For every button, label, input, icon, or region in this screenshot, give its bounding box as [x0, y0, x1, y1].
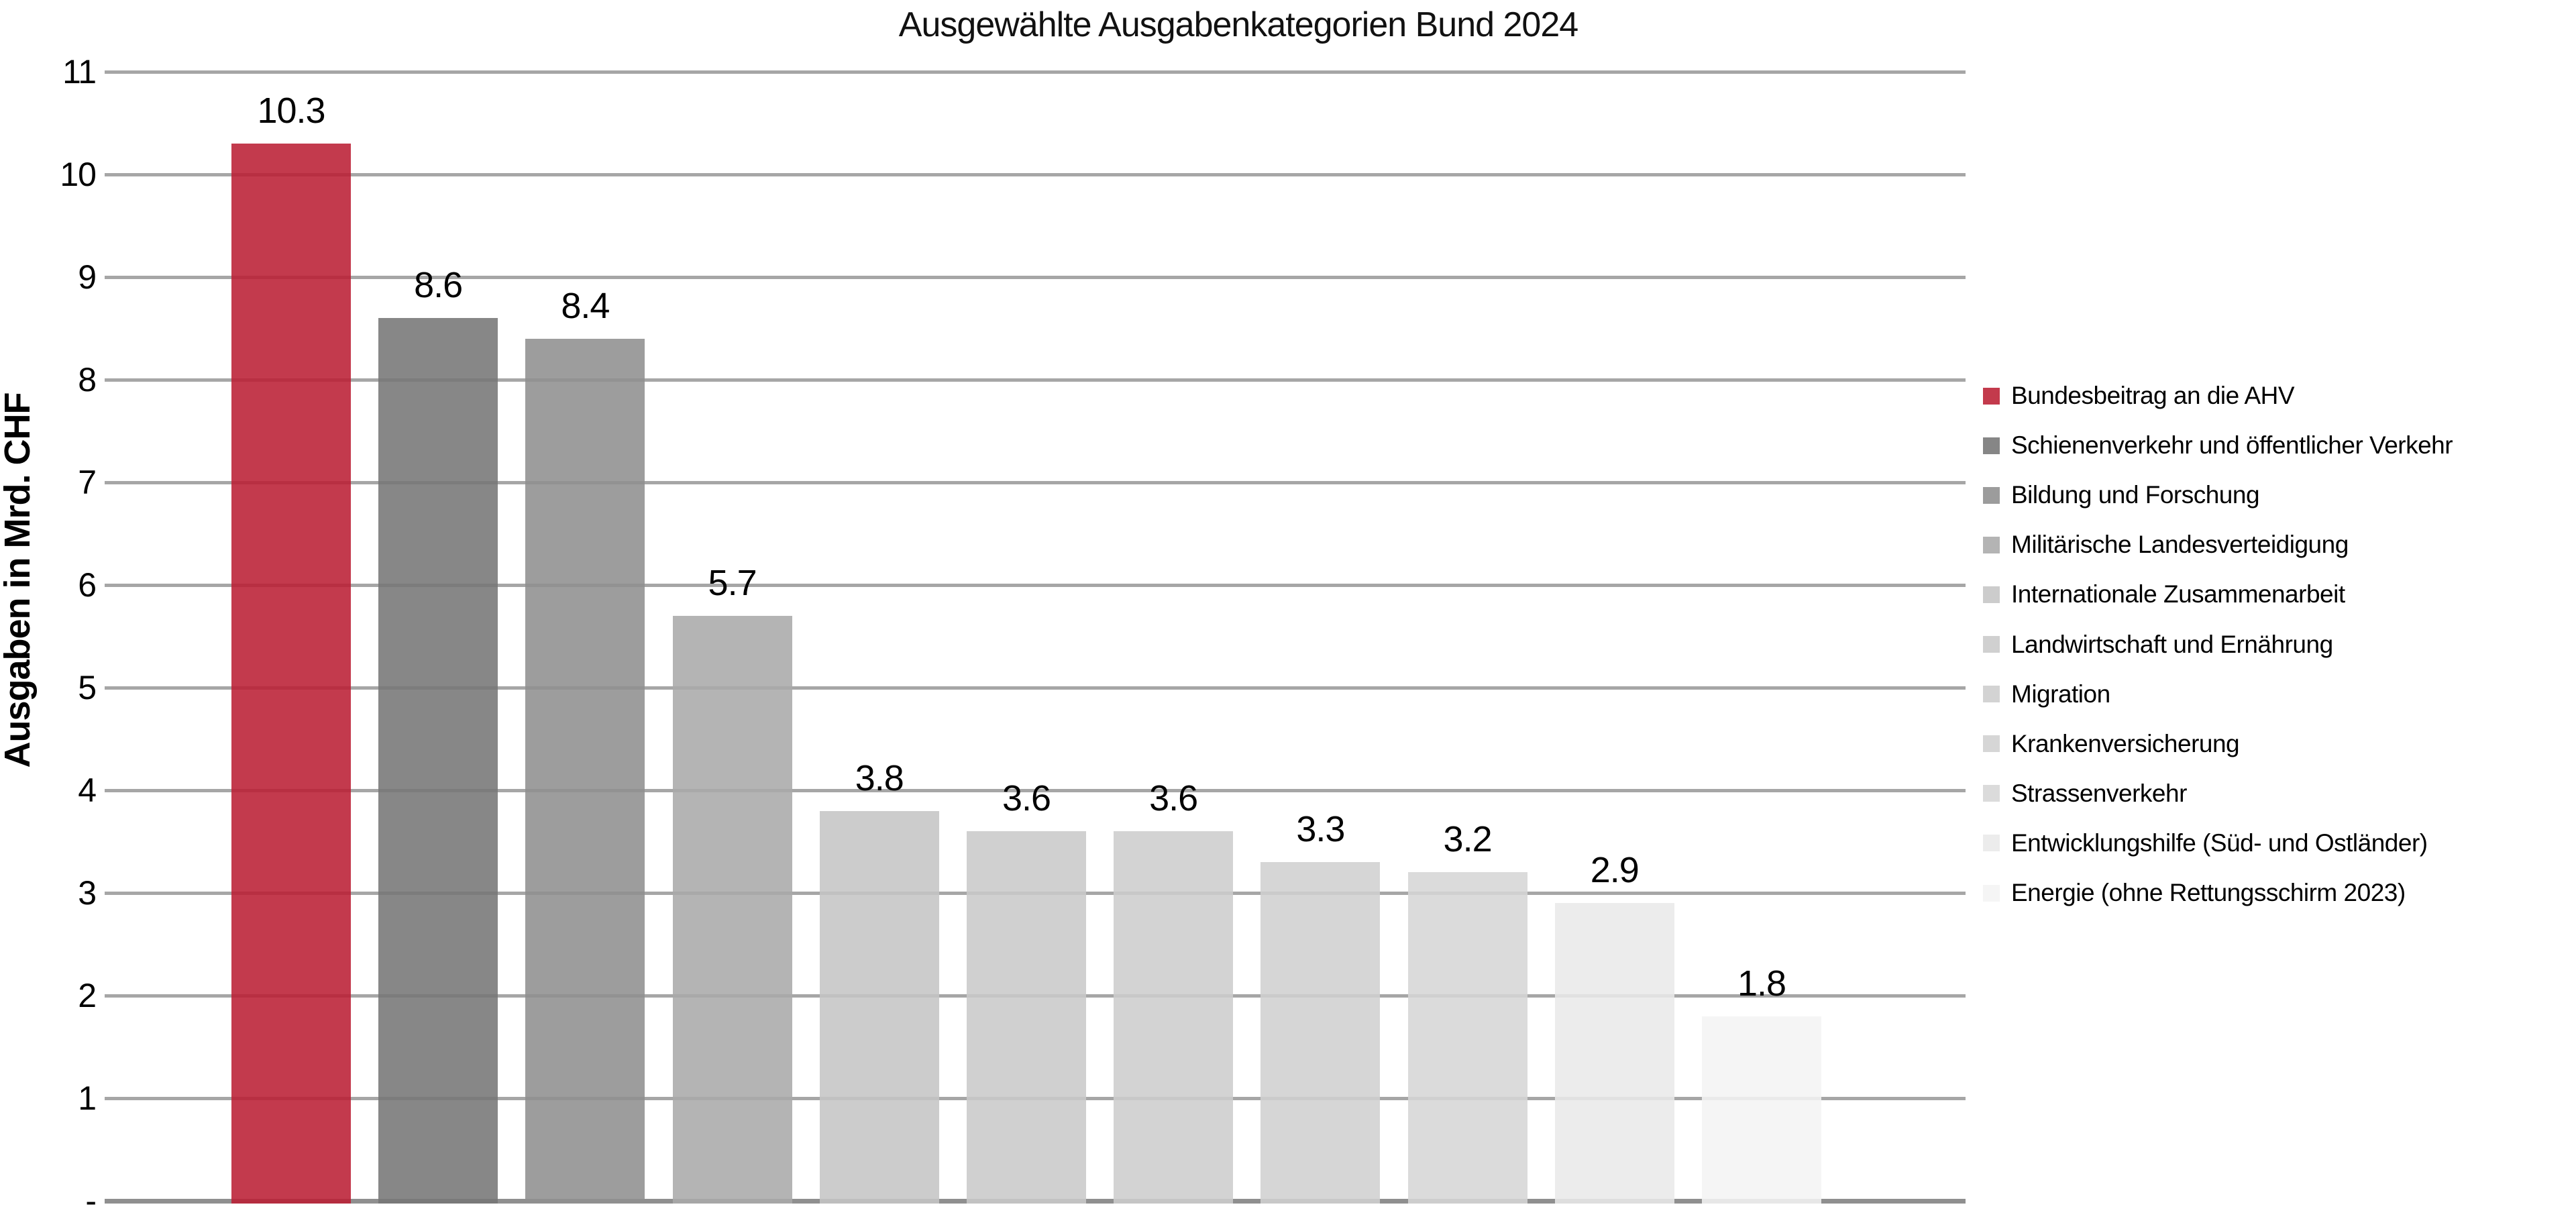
gridline — [105, 172, 1966, 176]
legend-swatch — [1983, 686, 2000, 703]
bar — [1407, 872, 1527, 1204]
bar-value-label: 8.4 — [561, 285, 610, 326]
legend-label: Bildung und Forschung — [2011, 481, 2260, 509]
legend-label: Entwicklungshilfe (Süd- und Ostländer) — [2011, 829, 2428, 857]
bar-value-label: 3.6 — [1002, 778, 1051, 819]
legend-label: Landwirtschaft und Ernährung — [2011, 630, 2333, 658]
legend-item: Internationale Zusammenarbeit — [1983, 580, 2345, 609]
gridline — [105, 686, 1966, 690]
gridline — [105, 378, 1966, 382]
legend-item: Migration — [1983, 680, 2110, 709]
bar — [1554, 903, 1674, 1204]
y-axis-tick: 8 — [78, 361, 97, 398]
legend-label: Militärische Landesverteidigung — [2011, 531, 2349, 559]
y-axis-tick: 3 — [78, 874, 97, 912]
y-axis-tick: 10 — [60, 156, 97, 193]
legend-item: Krankenversicherung — [1983, 729, 2240, 759]
legend-swatch — [1983, 785, 2000, 802]
legend-label: Strassenverkehr — [2011, 779, 2187, 807]
bar — [967, 831, 1086, 1204]
chart-title: Ausgewählte Ausgabenkategorien Bund 2024 — [898, 5, 1578, 44]
bar — [1114, 831, 1234, 1204]
bar-value-label: 3.8 — [855, 757, 904, 798]
y-axis-tick: 2 — [78, 977, 97, 1014]
y-axis-tick: 7 — [78, 464, 97, 501]
legend-item: Strassenverkehr — [1983, 779, 2187, 808]
legend-label: Energie (ohne Rettungsschirm 2023) — [2011, 879, 2406, 906]
legend-item: Militärische Landesverteidigung — [1983, 530, 2349, 560]
y-axis-tick: 5 — [78, 669, 97, 706]
y-axis-tick: 4 — [78, 771, 97, 809]
legend-label: Krankenversicherung — [2011, 729, 2240, 757]
bar-value-label: 3.2 — [1443, 819, 1493, 860]
gridline — [105, 788, 1966, 792]
legend-swatch — [1983, 486, 2000, 504]
gridline — [105, 583, 1966, 587]
gridline — [105, 480, 1966, 484]
legend-label: Schienenverkehr und öffentlicher Verkehr — [2011, 431, 2453, 460]
y-axis-tick: 6 — [78, 566, 97, 604]
bar-value-label: 10.3 — [257, 91, 325, 131]
legend-swatch — [1983, 636, 2000, 653]
legend-item: Bundesbeitrag an die AHV — [1983, 381, 2295, 411]
bar — [525, 338, 645, 1204]
legend-swatch — [1983, 835, 2000, 852]
legend-label: Internationale Zusammenarbeit — [2011, 580, 2345, 608]
y-axis-tick: 11 — [62, 53, 97, 91]
legend-swatch — [1983, 536, 2000, 553]
gridline — [105, 275, 1966, 279]
y-axis-tick: 1 — [78, 1079, 97, 1117]
bar-value-label: 3.3 — [1296, 809, 1345, 850]
bar — [1260, 862, 1381, 1204]
bar-value-label: 3.6 — [1149, 778, 1198, 819]
bar-value-label: 1.8 — [1737, 963, 1786, 1004]
bar — [231, 144, 351, 1204]
legend-swatch — [1983, 735, 2000, 753]
bar — [378, 318, 498, 1204]
legend-swatch — [1983, 586, 2000, 603]
legend-item: Landwirtschaft und Ernährung — [1983, 630, 2333, 659]
legend-item: Energie (ohne Rettungsschirm 2023) — [1983, 878, 2406, 908]
bar — [819, 810, 939, 1204]
bar-value-label: 2.9 — [1590, 850, 1640, 891]
bar-value-label: 5.7 — [708, 562, 757, 603]
legend-swatch — [1983, 387, 2000, 405]
legend-label: Bundesbeitrag an die AHV — [2011, 382, 2295, 409]
gridline — [105, 70, 1966, 74]
bar-value-label: 8.6 — [414, 265, 463, 306]
bar — [1702, 1016, 1821, 1204]
legend-item: Entwicklungshilfe (Süd- und Ostländer) — [1983, 829, 2428, 858]
bar — [672, 615, 792, 1204]
y-axis-tick: - — [85, 1182, 97, 1220]
legend-swatch — [1983, 884, 2000, 902]
legend-item: Bildung und Forschung — [1983, 480, 2260, 510]
legend-item: Schienenverkehr und öffentlicher Verkehr — [1983, 431, 2453, 460]
y-axis-tick: 9 — [78, 258, 97, 296]
legend-swatch — [1983, 437, 2000, 454]
legend-label: Migration — [2011, 680, 2110, 708]
